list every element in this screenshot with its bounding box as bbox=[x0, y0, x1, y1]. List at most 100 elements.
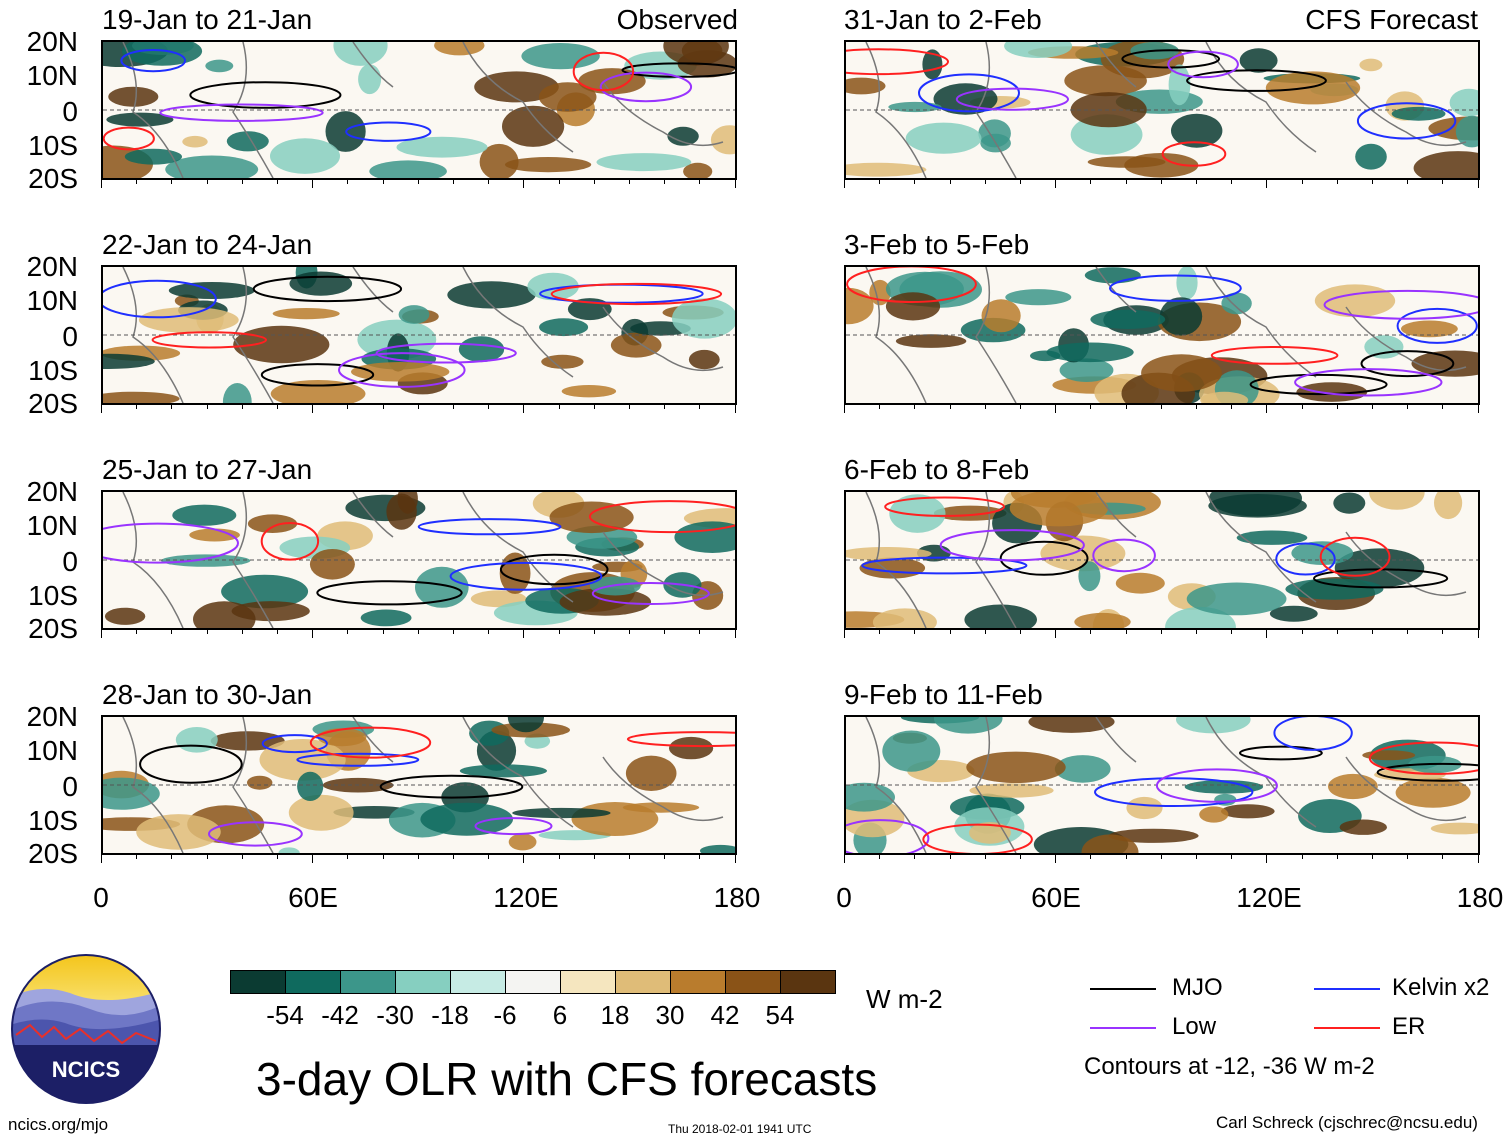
olr-map bbox=[846, 492, 1478, 628]
kelvin-contour bbox=[1275, 542, 1336, 576]
axis-tick bbox=[206, 405, 208, 409]
kelvin-contour bbox=[449, 561, 603, 591]
axis-tick bbox=[664, 630, 666, 634]
dry-anomaly bbox=[541, 354, 584, 369]
axis-tick bbox=[347, 630, 349, 634]
axis-tick bbox=[382, 855, 384, 859]
olr-map bbox=[103, 42, 735, 178]
er-contour bbox=[846, 267, 977, 303]
kelvin-contour bbox=[1356, 102, 1457, 140]
lat-label: 20S bbox=[28, 838, 78, 869]
axis-tick bbox=[699, 405, 701, 409]
axis-tick bbox=[1442, 180, 1444, 184]
axis-tick bbox=[1020, 180, 1021, 184]
lon-label: 180 bbox=[713, 882, 761, 913]
axis-tick bbox=[101, 855, 102, 863]
axis-tick bbox=[1020, 855, 1021, 859]
er-contour bbox=[1368, 741, 1478, 775]
wet-anomaly bbox=[1005, 289, 1072, 306]
lat-label: 10S bbox=[28, 805, 78, 836]
low-contour bbox=[1167, 50, 1239, 79]
dry-anomaly bbox=[1221, 804, 1275, 819]
lat-label: 0 bbox=[62, 321, 78, 352]
site-url[interactable]: ncics.org/mjo bbox=[8, 1115, 109, 1134]
wet-anomaly bbox=[507, 717, 544, 733]
axis-tick bbox=[453, 405, 454, 409]
er-contour bbox=[884, 496, 1005, 517]
axis-tick bbox=[1090, 630, 1092, 634]
kelvin-contour bbox=[861, 556, 1028, 575]
axis-tick bbox=[488, 630, 490, 634]
mjo-legend-label: MJO bbox=[1172, 974, 1223, 1001]
colorbar-swatch bbox=[780, 970, 836, 994]
low-contour bbox=[1155, 768, 1278, 803]
dry-anomaly bbox=[1296, 382, 1368, 402]
dry-anomaly bbox=[259, 739, 346, 781]
dry-anomaly bbox=[872, 608, 937, 628]
axis-tick bbox=[1477, 855, 1479, 863]
dry-anomaly bbox=[549, 501, 634, 534]
lon-label: 180 bbox=[1456, 882, 1504, 913]
wet-anomaly bbox=[396, 136, 488, 158]
dry-anomaly bbox=[104, 607, 146, 625]
lat-label: 20S bbox=[28, 613, 78, 644]
axis-tick bbox=[277, 630, 278, 634]
low-legend-line bbox=[1090, 1027, 1156, 1029]
axis-tick bbox=[629, 630, 630, 634]
axis-tick bbox=[1196, 630, 1197, 634]
dry-anomaly bbox=[1200, 391, 1249, 403]
ncics-logo[interactable]: NCICS bbox=[10, 953, 162, 1105]
axis-tick bbox=[949, 630, 951, 634]
axis-tick bbox=[1301, 180, 1303, 184]
axis-tick bbox=[1055, 855, 1057, 863]
map-panel-4 bbox=[101, 715, 737, 855]
axis-tick bbox=[914, 630, 916, 634]
axis-tick bbox=[558, 630, 560, 634]
lon-label: 60E bbox=[1031, 882, 1081, 913]
axis-tick bbox=[1372, 630, 1373, 634]
axis-tick bbox=[629, 180, 630, 184]
axis-tick bbox=[879, 180, 881, 184]
axis-tick bbox=[1266, 180, 1268, 188]
dry-anomaly bbox=[969, 783, 1054, 798]
dry-anomaly bbox=[1265, 71, 1361, 105]
axis-tick bbox=[1266, 630, 1268, 638]
axis-tick bbox=[1090, 405, 1092, 409]
low-contour bbox=[375, 342, 517, 364]
er-contour bbox=[1161, 141, 1227, 167]
wet-anomaly bbox=[168, 282, 255, 299]
axis-tick bbox=[629, 405, 630, 409]
axis-tick bbox=[488, 855, 490, 859]
axis-tick bbox=[734, 405, 736, 413]
wet-anomaly bbox=[1184, 780, 1264, 794]
wet-anomaly bbox=[106, 112, 174, 127]
wet-anomaly bbox=[882, 730, 941, 772]
lat-label: 20N bbox=[26, 701, 78, 732]
wet-anomaly bbox=[699, 844, 735, 853]
axis-tick bbox=[171, 855, 173, 859]
wet-anomaly bbox=[175, 727, 218, 753]
dry-anomaly bbox=[1199, 806, 1229, 823]
colorbar-label: 6 bbox=[552, 1000, 568, 1030]
dry-anomaly bbox=[1108, 828, 1199, 843]
axis-tick bbox=[1231, 405, 1233, 409]
wet-anomaly bbox=[889, 494, 946, 533]
map-panel-7 bbox=[844, 490, 1480, 630]
colorbar-label: -54 bbox=[266, 1000, 304, 1030]
lat-label: 10S bbox=[28, 580, 78, 611]
axis-tick bbox=[1336, 630, 1338, 634]
dry-anomaly bbox=[885, 292, 941, 321]
wet-anomaly bbox=[124, 148, 182, 165]
dry-anomaly bbox=[559, 588, 652, 616]
axis-tick bbox=[136, 855, 138, 859]
axis-tick bbox=[1407, 405, 1409, 409]
colorbar-label: -42 bbox=[321, 1000, 359, 1030]
kelvin-contour bbox=[261, 734, 328, 754]
axis-tick bbox=[277, 405, 278, 409]
map-panel-3 bbox=[101, 490, 737, 630]
axis-tick bbox=[1231, 855, 1233, 859]
main-title: 3-day OLR with CFS forecasts bbox=[256, 1053, 878, 1105]
lat-label: 10N bbox=[26, 510, 78, 541]
wet-anomaly bbox=[1391, 106, 1446, 121]
dry-anomaly bbox=[669, 736, 714, 760]
